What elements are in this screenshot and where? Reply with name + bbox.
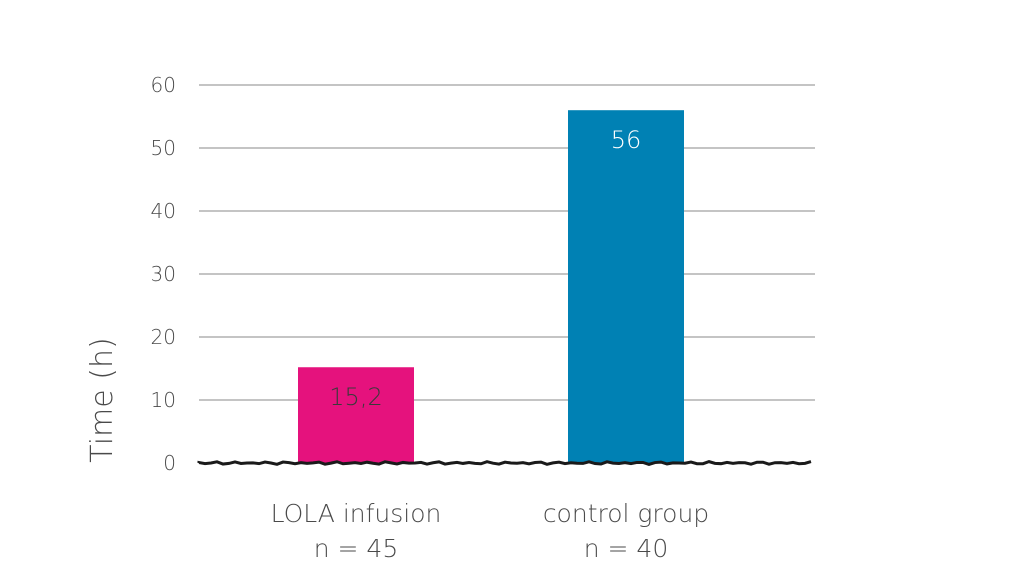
y-tick-label: 20 bbox=[151, 325, 176, 349]
category-label: LOLA infusion bbox=[271, 499, 442, 528]
category-n-label: n = 45 bbox=[314, 534, 399, 563]
y-tick-label: 0 bbox=[163, 451, 176, 475]
bar-value-label: 56 bbox=[611, 126, 642, 154]
category-labels: LOLA infusion n = 45 control group n = 40 bbox=[271, 499, 710, 563]
bar-1 bbox=[568, 110, 684, 463]
y-tick-label: 60 bbox=[151, 73, 176, 97]
y-tick-label: 30 bbox=[151, 262, 176, 286]
x-axis-baseline bbox=[197, 460, 812, 466]
bar-0 bbox=[298, 367, 414, 463]
y-axis-label: Time (h) bbox=[85, 337, 120, 462]
y-tick-label: 50 bbox=[151, 136, 176, 160]
y-tick-label: 10 bbox=[151, 388, 176, 412]
category-n-label: n = 40 bbox=[584, 534, 669, 563]
bars bbox=[298, 110, 684, 463]
gridlines bbox=[199, 84, 815, 401]
bar-value-labels: 15,2 56 bbox=[329, 126, 641, 411]
bar-value-label: 15,2 bbox=[329, 383, 382, 411]
y-axis-ticks: 0 10 20 30 40 50 60 bbox=[151, 73, 176, 475]
category-label: control group bbox=[543, 499, 709, 528]
y-tick-label: 40 bbox=[151, 199, 176, 223]
